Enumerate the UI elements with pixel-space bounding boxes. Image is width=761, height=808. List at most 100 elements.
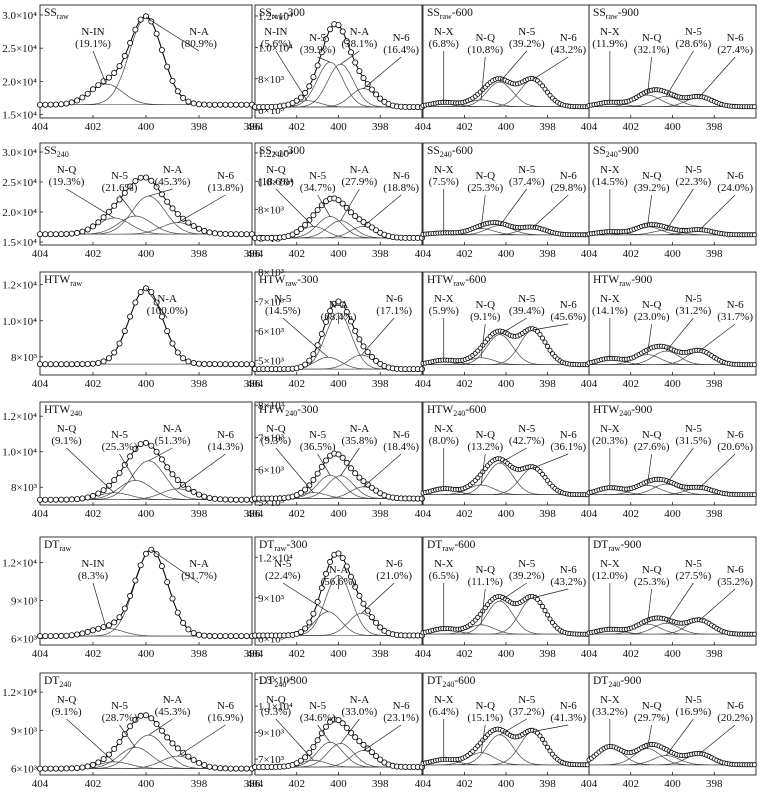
data-point [364, 349, 371, 356]
peak-name: N-X [434, 164, 454, 176]
data-point [111, 477, 118, 484]
y-tick-label: 8×10³ [11, 482, 38, 494]
data-point [52, 231, 59, 238]
title-main: SS [593, 145, 606, 157]
peak-name: N-IN [81, 558, 104, 570]
data-point [347, 573, 354, 580]
title-suffix: -900 [618, 7, 639, 19]
peak-percent: (29.7%) [634, 712, 670, 724]
data-point [201, 493, 208, 500]
data-point [37, 361, 44, 368]
leader-line [480, 323, 486, 358]
data-point [377, 756, 384, 763]
title-main: HTW [44, 404, 70, 416]
data-point [190, 630, 197, 637]
leader-line [66, 718, 115, 763]
data-point [52, 633, 59, 640]
data-point [68, 765, 75, 772]
y-tick-label: 1.2×10⁴ [2, 557, 37, 569]
peak-name: N-6 [560, 564, 578, 576]
peak-percent: (41.3%) [550, 712, 586, 724]
data-point [360, 600, 367, 607]
data-point [174, 745, 181, 752]
peak-percent: (7.5%) [429, 176, 460, 188]
peak-name: N-5 [274, 558, 292, 570]
data-point [47, 231, 54, 238]
peak-percent: (18.4%) [383, 441, 419, 453]
panel-title: SS240 [44, 145, 69, 159]
x-tick-label: 400 [138, 778, 155, 790]
data-point [243, 101, 250, 108]
data-point [222, 361, 229, 368]
title-main: SS [427, 7, 440, 19]
x-tick-label: 398 [372, 378, 389, 390]
data-point [206, 101, 213, 108]
peak-name: N-6 [217, 170, 235, 182]
leader-line [275, 447, 314, 493]
data-point [127, 453, 134, 460]
data-point [37, 101, 44, 108]
peak-percent: (25.3%) [102, 441, 138, 453]
data-point [314, 470, 321, 477]
x-tick-label: 400 [330, 121, 347, 133]
data-point [356, 592, 363, 599]
x-tick-label: 398 [372, 778, 389, 790]
data-point [302, 221, 309, 228]
y-tick-label: 6×10³ [11, 764, 38, 776]
data-point [100, 756, 107, 763]
data-point [185, 219, 192, 226]
x-tick-label: 398 [539, 378, 556, 390]
data-point [547, 347, 553, 353]
data-point [116, 614, 123, 621]
data-point [121, 605, 128, 612]
x-tick-label: 402 [623, 248, 640, 260]
data-point [293, 229, 300, 236]
data-point [206, 229, 213, 236]
peak-percent: (17.1%) [376, 305, 412, 317]
x-tick-label: 402 [85, 508, 102, 520]
x-tick-label: 402 [85, 121, 102, 133]
title-sub: raw [272, 12, 284, 21]
x-tick-label: 402 [289, 378, 306, 390]
panel-title: SS240-600 [427, 145, 473, 159]
data-point [105, 355, 112, 362]
x-tick-label: 400 [664, 778, 681, 790]
data-point [190, 222, 197, 229]
data-point [95, 759, 102, 766]
data-point [360, 741, 367, 748]
peak-name: N-6 [727, 299, 745, 311]
data-point [137, 441, 144, 448]
data-point [206, 361, 213, 368]
data-point [190, 100, 197, 107]
peak-percent: (11.9%) [592, 38, 628, 50]
leader-line [363, 724, 402, 751]
peak-name: N-X [600, 558, 620, 570]
leader-line [119, 453, 136, 481]
data-point [335, 550, 342, 557]
panel-title: HTWraw [44, 274, 82, 288]
x-tick-label: 398 [706, 508, 723, 520]
data-point [233, 361, 240, 368]
peak-name: N-X [600, 293, 620, 305]
data-point [174, 477, 181, 484]
panel-title: SSraw-900 [593, 7, 639, 21]
data-point [95, 219, 102, 226]
peak-percent: (27.9%) [342, 176, 378, 188]
data-point [233, 633, 240, 640]
peak-percent: (68.4%) [321, 311, 357, 323]
leader-line [317, 194, 331, 217]
title-main: SS [593, 7, 606, 19]
title-main: HTW [593, 274, 619, 286]
title-main: HTW [593, 404, 619, 416]
y-tick-label: 8×10³ [258, 400, 285, 412]
y-tick-label: 8×10³ [258, 205, 285, 217]
data-point [180, 619, 187, 626]
peak-percent: (10.8%) [467, 44, 503, 56]
peak-percent: (6.4%) [429, 706, 460, 718]
data-point [185, 485, 192, 492]
data-point [190, 757, 197, 764]
title-suffix: -600 [465, 404, 486, 416]
x-tick-label: 402 [85, 648, 102, 660]
data-point [322, 36, 329, 43]
leader-line [532, 323, 569, 331]
